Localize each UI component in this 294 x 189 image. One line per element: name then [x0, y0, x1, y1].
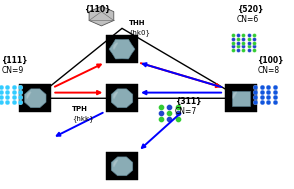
Polygon shape [24, 89, 46, 108]
Polygon shape [113, 43, 118, 49]
Text: CN=6: CN=6 [237, 15, 259, 24]
Text: CN=9: CN=9 [1, 66, 24, 75]
Text: TPH: TPH [72, 106, 88, 112]
Polygon shape [233, 92, 237, 98]
Text: {111}: {111} [1, 56, 28, 65]
Bar [106, 152, 138, 180]
Bar [225, 84, 257, 112]
Text: {hk0}: {hk0} [128, 29, 150, 36]
Text: {110}: {110} [84, 5, 110, 14]
Polygon shape [89, 6, 114, 26]
Bar [106, 35, 138, 63]
Text: {311}: {311} [175, 96, 201, 105]
Polygon shape [111, 89, 133, 108]
Bar [19, 84, 51, 112]
Polygon shape [113, 160, 118, 167]
Polygon shape [109, 39, 135, 59]
Text: {520}: {520} [237, 5, 263, 14]
Bar [106, 84, 138, 112]
Text: CN=8: CN=8 [257, 66, 279, 75]
Text: THH: THH [128, 20, 145, 26]
Text: {hkk}: {hkk} [72, 115, 94, 122]
Polygon shape [111, 157, 133, 176]
Text: CN=7: CN=7 [175, 107, 197, 116]
Text: {100}: {100} [257, 56, 284, 65]
Polygon shape [113, 92, 118, 98]
Polygon shape [232, 91, 250, 106]
Polygon shape [27, 92, 31, 98]
